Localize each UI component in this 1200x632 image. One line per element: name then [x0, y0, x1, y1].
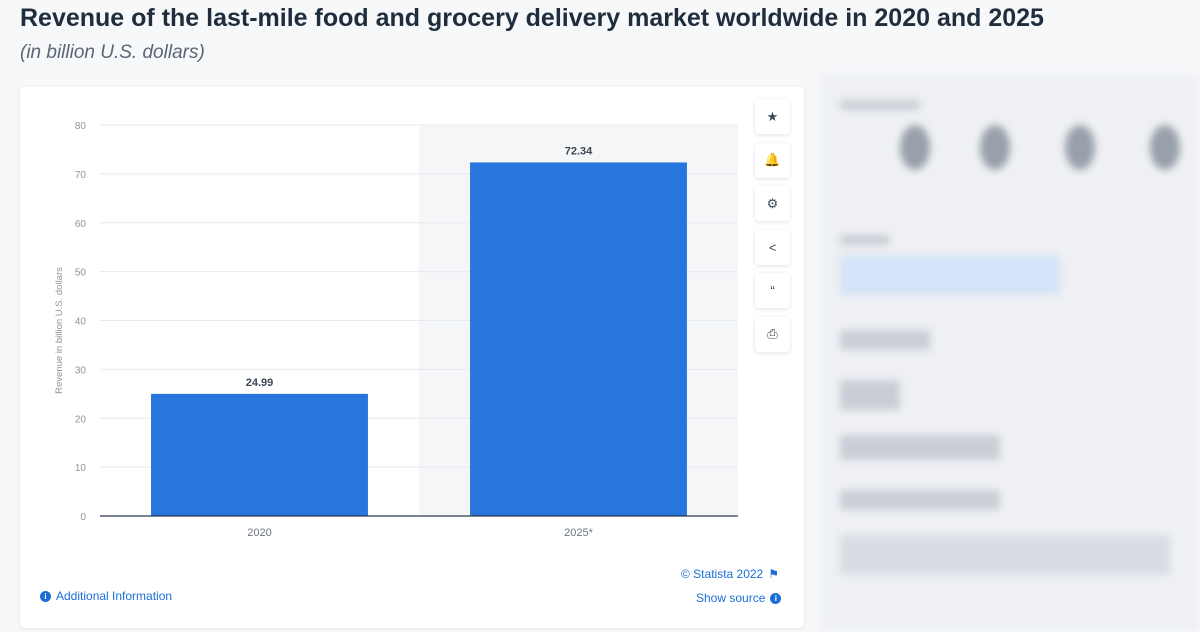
y-tick-label: 80: [75, 121, 87, 132]
x-tick-label: 2020: [247, 527, 271, 539]
data-label: 72.34: [565, 145, 593, 157]
notification-button[interactable]: 🔔: [755, 142, 790, 178]
page-title: Revenue of the last-mile food and grocer…: [20, 4, 1044, 32]
additional-information-label: Additional Information: [56, 589, 173, 603]
y-tick-label: 60: [75, 219, 87, 230]
print-button[interactable]: ⎙: [755, 316, 790, 352]
gear-icon: ⚙: [766, 195, 779, 211]
info-icon: i: [40, 590, 51, 602]
y-axis-label: Revenue in billion U.S. dollars: [54, 267, 65, 394]
page-subtitle: (in billion U.S. dollars): [20, 42, 205, 63]
y-tick-label: 20: [75, 414, 87, 425]
favorite-button[interactable]: ★: [755, 99, 790, 134]
statista-copyright-link[interactable]: © Statista 2022 ⚑: [681, 567, 779, 581]
share-icon: <: [768, 239, 777, 255]
data-label: 24.99: [246, 377, 274, 389]
y-tick-label: 0: [80, 512, 86, 523]
y-tick-label: 70: [75, 170, 87, 181]
bar-chart: 0 10 20 30 40 50 60 70 80 Revenue in billion U.S.…: [54, 121, 738, 539]
print-icon: ⎙: [767, 326, 778, 341]
cite-button[interactable]: “: [755, 273, 790, 308]
settings-button[interactable]: ⚙: [755, 186, 790, 221]
share-button[interactable]: <: [755, 229, 790, 265]
y-tick-label: 40: [75, 317, 87, 328]
info-icon: i: [770, 592, 782, 604]
additional-information-link[interactable]: i Additional Information: [40, 589, 172, 603]
bell-icon: 🔔: [764, 152, 781, 167]
show-source-label: Show source: [696, 591, 766, 605]
quote-icon: “: [770, 283, 775, 298]
y-tick-label: 50: [75, 268, 87, 279]
copyright-text: © Statista 2022: [681, 567, 764, 581]
blurred-sidebar: [820, 75, 1200, 632]
star-icon: ★: [766, 108, 779, 124]
flag-icon: ⚑: [768, 567, 779, 581]
x-tick-label: 2025*: [564, 527, 593, 539]
chart-card: 0 10 20 30 40 50 60 70 80 Revenue in billion U.S.…: [20, 87, 804, 628]
show-source-link[interactable]: Show source i: [696, 591, 782, 605]
y-tick-label: 30: [75, 365, 87, 376]
bar-2025*: [470, 162, 687, 517]
bar-2020: [151, 393, 368, 516]
y-tick-label: 10: [75, 463, 87, 474]
